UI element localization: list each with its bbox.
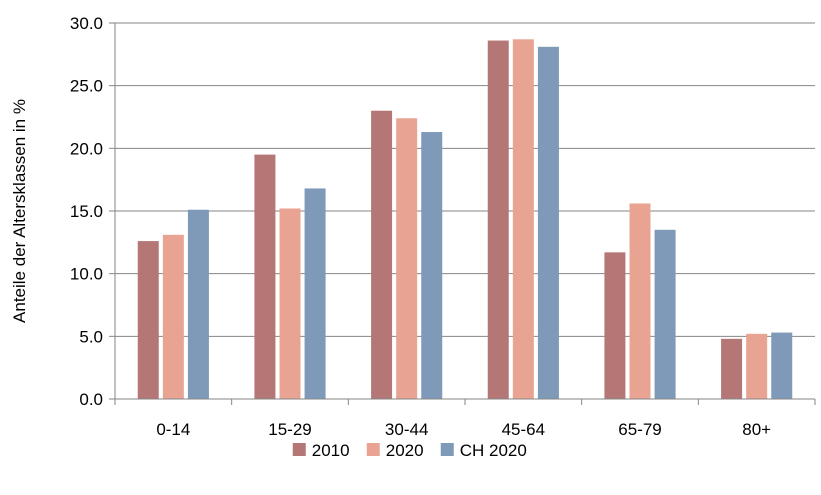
x-tick-label: 30-44 [385, 420, 428, 439]
x-tick-label: 65-79 [618, 420, 661, 439]
bar-ch-2020-15-29 [305, 188, 326, 399]
bar-2020-30-44 [396, 118, 417, 399]
bar-2010-45-64 [488, 41, 509, 399]
bar-ch-2020-80+ [771, 333, 792, 399]
bar-ch-2020-0-14 [188, 210, 209, 399]
bars [138, 39, 793, 399]
y-tick-label: 20.0 [70, 139, 103, 158]
legend: 2010 2020 CH 2020 [293, 441, 527, 460]
bar-2010-80+ [721, 339, 742, 399]
y-tick-label: 5.0 [79, 327, 103, 346]
legend-label-ch-2020: CH 2020 [460, 441, 527, 460]
x-tick-label: 0-14 [156, 420, 190, 439]
axes [109, 23, 815, 405]
bar-2010-65-79 [604, 252, 625, 399]
x-tick-label: 45-64 [502, 420, 545, 439]
y-tick-label: 30.0 [70, 14, 103, 33]
bar-ch-2020-30-44 [421, 132, 442, 399]
x-tick-label: 15-29 [268, 420, 311, 439]
y-axis-title: Anteile der Altersklassen in % [10, 99, 29, 323]
bar-ch-2020-65-79 [655, 230, 676, 399]
bar-2020-80+ [746, 334, 767, 399]
y-tick-label: 0.0 [79, 390, 103, 409]
bar-2020-15-29 [280, 208, 301, 399]
x-tick-label: 80+ [742, 420, 771, 439]
legend-swatch-ch-2020 [441, 443, 454, 456]
bar-2020-65-79 [630, 203, 651, 399]
bar-2010-0-14 [138, 241, 159, 399]
bar-2020-45-64 [513, 39, 534, 399]
gridlines [115, 23, 815, 336]
legend-label-2020: 2020 [386, 441, 424, 460]
bar-2010-30-44 [371, 111, 392, 399]
y-tick-label: 15.0 [70, 202, 103, 221]
bar-ch-2020-45-64 [538, 47, 559, 399]
legend-swatch-2010 [293, 443, 306, 456]
y-tick-label: 25.0 [70, 77, 103, 96]
legend-label-2010: 2010 [312, 441, 350, 460]
bar-2020-0-14 [163, 235, 184, 399]
y-tick-label: 10.0 [70, 265, 103, 284]
legend-swatch-2020 [367, 443, 380, 456]
bar-2010-15-29 [254, 155, 275, 399]
